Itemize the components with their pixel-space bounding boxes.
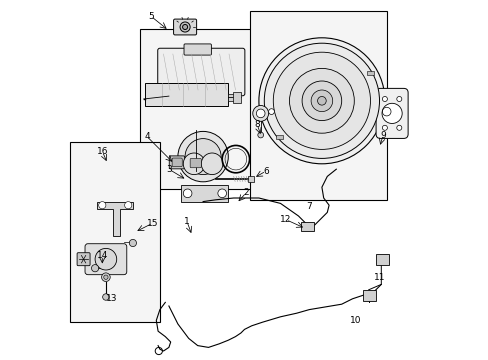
FancyBboxPatch shape: [173, 19, 196, 35]
Text: 4: 4: [144, 132, 150, 141]
Text: 2: 2: [243, 188, 248, 197]
FancyBboxPatch shape: [85, 244, 126, 275]
Circle shape: [396, 96, 401, 102]
Circle shape: [302, 81, 341, 121]
Circle shape: [129, 239, 136, 247]
Circle shape: [396, 125, 401, 130]
Text: 5: 5: [148, 12, 153, 21]
Text: 9: 9: [380, 130, 385, 139]
Circle shape: [257, 132, 263, 138]
Circle shape: [103, 275, 108, 279]
Circle shape: [256, 109, 264, 118]
Circle shape: [258, 38, 384, 164]
Circle shape: [273, 52, 370, 149]
Circle shape: [218, 189, 226, 198]
Circle shape: [185, 139, 221, 175]
Circle shape: [102, 294, 109, 300]
Circle shape: [99, 202, 106, 209]
Bar: [181, 185, 228, 202]
FancyBboxPatch shape: [375, 88, 407, 138]
Circle shape: [182, 24, 187, 30]
Bar: [70, 142, 160, 322]
Text: 11: 11: [373, 273, 385, 282]
Text: 7: 7: [306, 202, 311, 211]
Bar: [247, 176, 253, 182]
Circle shape: [381, 103, 401, 123]
Text: 16: 16: [96, 147, 108, 156]
Bar: [145, 83, 228, 106]
Circle shape: [382, 96, 386, 102]
Circle shape: [201, 153, 223, 175]
Text: 6: 6: [263, 166, 268, 175]
Bar: [232, 92, 241, 103]
Circle shape: [91, 265, 99, 272]
Text: 3: 3: [166, 165, 171, 174]
Circle shape: [252, 105, 268, 121]
Text: 8: 8: [254, 120, 260, 129]
Bar: [228, 94, 237, 101]
Circle shape: [183, 189, 192, 198]
FancyBboxPatch shape: [169, 156, 184, 169]
Circle shape: [289, 68, 354, 133]
Bar: [275, 135, 282, 139]
Text: 14: 14: [97, 251, 108, 260]
Circle shape: [124, 202, 132, 209]
Polygon shape: [97, 202, 133, 236]
Bar: [140, 29, 267, 189]
FancyBboxPatch shape: [183, 44, 211, 55]
Circle shape: [264, 43, 379, 158]
Text: 13: 13: [105, 294, 117, 303]
Text: 1: 1: [183, 217, 189, 226]
Text: 10: 10: [349, 316, 361, 325]
Circle shape: [382, 125, 386, 130]
Circle shape: [102, 273, 110, 282]
Circle shape: [95, 248, 117, 270]
Text: 12: 12: [280, 215, 291, 224]
Text: 15: 15: [147, 219, 158, 228]
FancyBboxPatch shape: [187, 156, 203, 171]
Circle shape: [317, 96, 325, 105]
Bar: [366, 71, 373, 75]
Bar: [363, 290, 375, 301]
Bar: [375, 254, 387, 265]
Bar: [249, 11, 386, 200]
FancyBboxPatch shape: [190, 158, 201, 168]
Circle shape: [310, 90, 332, 112]
Circle shape: [268, 109, 274, 114]
Circle shape: [183, 153, 204, 175]
Bar: [301, 222, 313, 231]
FancyBboxPatch shape: [172, 158, 182, 167]
FancyBboxPatch shape: [77, 253, 90, 266]
Circle shape: [178, 131, 228, 182]
FancyBboxPatch shape: [158, 48, 244, 96]
Circle shape: [180, 22, 190, 32]
